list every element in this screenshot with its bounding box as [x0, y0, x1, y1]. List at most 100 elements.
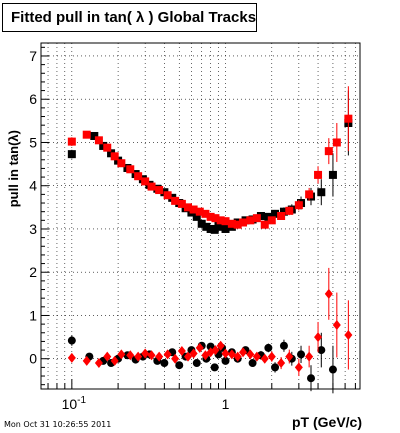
- data-point: [332, 138, 341, 147]
- data-point: [141, 348, 150, 359]
- x-tick-label: 10-1: [62, 395, 87, 412]
- data-point: [297, 350, 306, 359]
- data-point: [82, 130, 91, 139]
- data-point: [307, 374, 316, 383]
- data-point: [103, 143, 112, 152]
- data-point: [317, 188, 326, 197]
- data-point: [163, 191, 172, 200]
- data-point: [285, 206, 294, 215]
- data-point: [160, 359, 169, 368]
- x-tick-label: 1: [222, 396, 230, 412]
- series-4: [67, 267, 353, 377]
- data-point: [90, 131, 99, 140]
- data-point: [324, 147, 333, 156]
- y-tick-label: 1: [29, 307, 37, 323]
- data-point: [264, 343, 273, 352]
- data-point: [267, 216, 276, 225]
- data-point: [267, 351, 276, 362]
- data-point: [328, 170, 337, 179]
- data-point: [227, 349, 236, 360]
- y-tick-label: 6: [29, 91, 37, 107]
- data-point: [305, 351, 314, 362]
- data-point: [110, 152, 119, 161]
- data-point: [67, 137, 76, 146]
- data-point: [206, 224, 215, 233]
- data-point: [314, 170, 323, 179]
- y-axis-label: pull in tan(λ): [6, 130, 21, 207]
- data-point: [294, 362, 303, 373]
- data-point: [201, 209, 210, 218]
- data-point: [67, 352, 76, 363]
- data-point: [163, 349, 172, 360]
- data-point: [324, 288, 333, 299]
- data-point: [189, 205, 198, 214]
- data-point: [227, 219, 236, 228]
- data-point: [126, 350, 135, 361]
- data-point: [82, 355, 91, 366]
- data-point: [175, 361, 184, 370]
- data-point: [216, 216, 225, 225]
- data-point: [211, 345, 220, 356]
- plot-frame: [40, 42, 361, 390]
- data-point: [195, 342, 204, 353]
- data-point: [147, 350, 156, 361]
- data-point: [271, 363, 280, 372]
- data-point: [233, 351, 242, 362]
- data-point: [117, 349, 126, 360]
- timestamp: Mon Oct 31 10:26:55 2011: [4, 420, 112, 429]
- data-point: [210, 363, 219, 372]
- data-point: [211, 214, 220, 223]
- data-point: [221, 224, 230, 233]
- data-point: [189, 348, 198, 359]
- data-point: [317, 346, 326, 355]
- data-point: [147, 182, 156, 191]
- data-point: [177, 345, 186, 356]
- data-point: [195, 207, 204, 216]
- data-point: [110, 355, 119, 366]
- data-point: [252, 214, 261, 223]
- data-point: [305, 190, 314, 199]
- data-point: [328, 365, 337, 374]
- data-point: [271, 209, 280, 218]
- data-point: [126, 165, 135, 174]
- y-tick-label: 0: [29, 351, 37, 367]
- x-axis-label: pT (GeV/c): [292, 414, 362, 430]
- data-point: [260, 220, 269, 229]
- data-point: [344, 114, 353, 123]
- data-point: [221, 356, 230, 365]
- data-point: [155, 351, 164, 362]
- data-point: [314, 332, 323, 343]
- data-point: [221, 217, 230, 226]
- data-point: [99, 141, 108, 150]
- data-point: [216, 340, 225, 351]
- data-point: [171, 196, 180, 205]
- data-point: [141, 177, 150, 186]
- series-1: [67, 90, 353, 234]
- y-tick-label: 5: [29, 134, 37, 150]
- data-point: [279, 341, 288, 350]
- data-point: [192, 359, 201, 368]
- data-point: [260, 353, 269, 364]
- data-point: [279, 207, 288, 216]
- data-point: [239, 347, 248, 358]
- data-point: [294, 201, 303, 210]
- chart-title: Fitted pull in tan( λ ) Global Tracks: [2, 3, 257, 32]
- data-point: [344, 329, 353, 340]
- data-point: [184, 351, 193, 362]
- data-point: [252, 351, 261, 362]
- data-point: [184, 203, 193, 212]
- data-point: [134, 351, 143, 362]
- series-3: [67, 332, 337, 394]
- data-point: [285, 351, 294, 362]
- data-point: [277, 212, 286, 220]
- data-point: [117, 159, 126, 168]
- series-layer: [67, 86, 353, 394]
- data-point: [239, 218, 248, 227]
- data-point: [67, 150, 76, 159]
- y-tick-label: 4: [29, 178, 37, 194]
- data-point: [277, 358, 286, 369]
- data-point: [192, 212, 201, 221]
- data-point: [103, 351, 112, 362]
- data-point: [256, 212, 265, 220]
